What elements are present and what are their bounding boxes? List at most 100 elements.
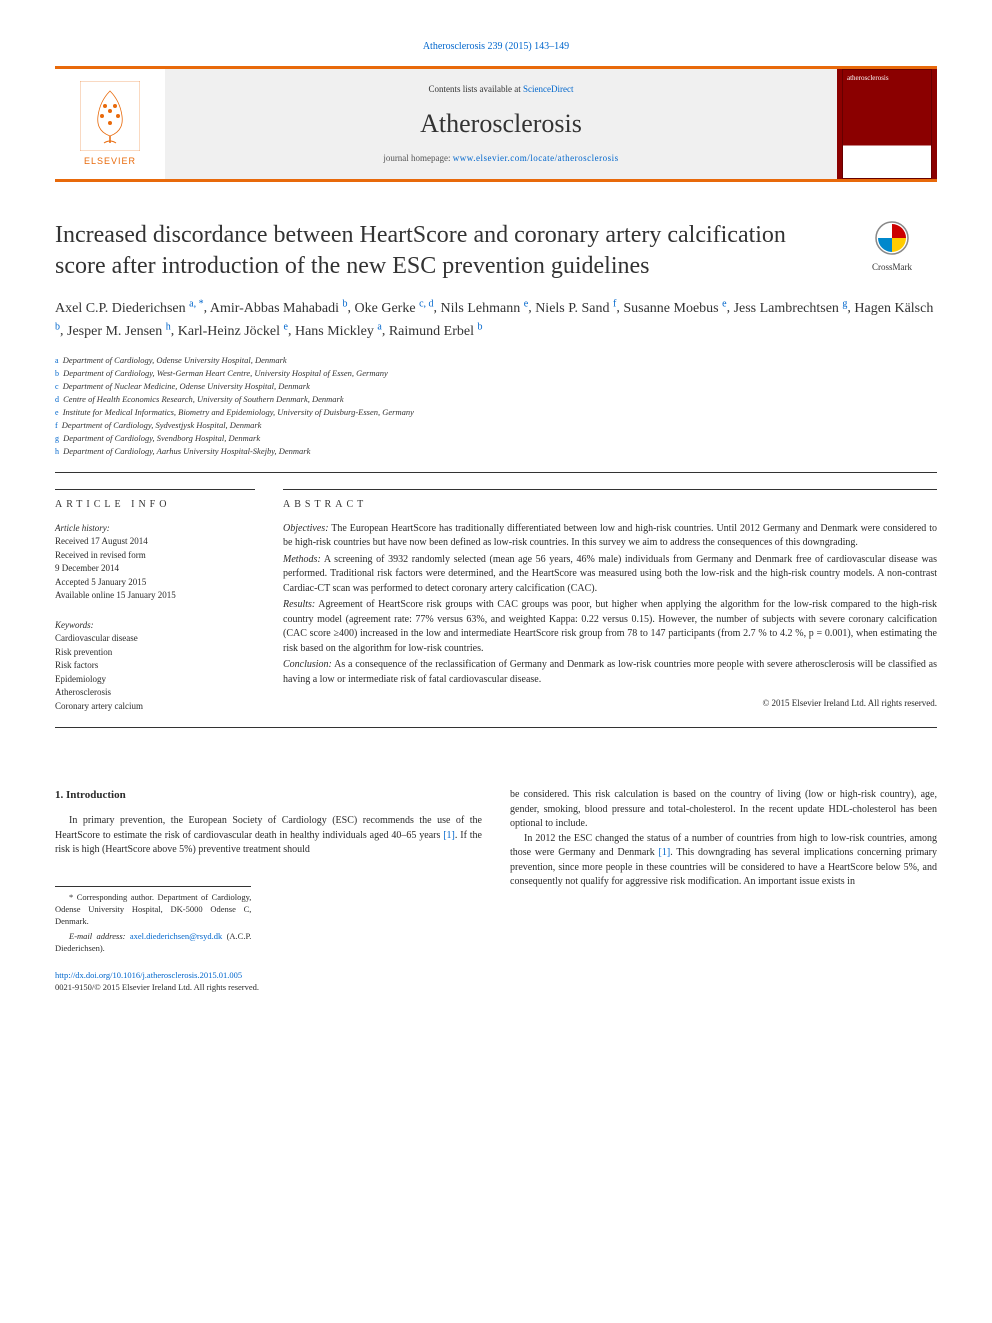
article-info-label: ARTICLE INFO: [55, 498, 255, 512]
affiliation: h Department of Cardiology, Aarhus Unive…: [55, 445, 937, 458]
cover-thumb-cell: atherosclerosis: [837, 69, 937, 179]
author-affil-sup[interactable]: b: [55, 321, 60, 332]
crossmark-badge[interactable]: CrossMark: [847, 220, 937, 282]
author: Jess Lambrechtsen g: [734, 301, 848, 316]
conclusion-text: As a consequence of the reclassification…: [283, 659, 937, 685]
journal-homepage-link[interactable]: www.elsevier.com/locate/atherosclerosis: [453, 153, 619, 163]
author: Karl-Heinz Jöckel e: [178, 324, 288, 339]
keywords-head: Keywords:: [55, 619, 255, 633]
ref-link[interactable]: [1]: [659, 847, 671, 858]
abstract-body: Objectives: The European HeartScore has …: [283, 522, 937, 711]
contents-line: Contents lists available at ScienceDirec…: [429, 83, 574, 96]
article-title: Increased discordance between HeartScore…: [55, 220, 827, 282]
history-head: Article history:: [55, 522, 255, 536]
author-affil-sup[interactable]: b: [343, 298, 348, 309]
results-text: Agreement of HeartScore risk groups with…: [283, 599, 937, 654]
author-list: Axel C.P. Diederichsen a, *, Amir-Abbas …: [55, 296, 937, 341]
crossmark-label: CrossMark: [847, 261, 937, 274]
keyword: Cardiovascular disease: [55, 632, 255, 646]
sciencedirect-link[interactable]: ScienceDirect: [523, 84, 573, 94]
ref-link[interactable]: [1]: [443, 830, 455, 841]
keyword: Coronary artery calcium: [55, 700, 255, 714]
intro-right-column: be considered. This risk calculation is …: [510, 788, 937, 956]
journal-cover-thumb[interactable]: atherosclerosis: [842, 69, 932, 179]
history-line: Available online 15 January 2015: [55, 589, 255, 603]
divider: [55, 727, 937, 728]
methods-text: A screening of 3932 randomly selected (m…: [283, 554, 937, 594]
publisher-logo-cell: ELSEVIER: [55, 69, 165, 179]
abstract-label: ABSTRACT: [283, 498, 937, 512]
divider: [55, 472, 937, 473]
journal-reference[interactable]: Atherosclerosis 239 (2015) 143–149: [55, 40, 937, 54]
affiliation: d Centre of Health Economics Research, U…: [55, 393, 937, 406]
author: Jesper M. Jensen h: [67, 324, 171, 339]
author-affil-sup[interactable]: e: [524, 298, 528, 309]
masthead-center: Contents lists available at ScienceDirec…: [165, 69, 837, 179]
author-affil-sup[interactable]: e: [284, 321, 288, 332]
journal-name: Atherosclerosis: [420, 106, 582, 142]
author: Axel C.P. Diederichsen a, *: [55, 301, 204, 316]
elsevier-tree-icon: [80, 81, 140, 151]
contents-prefix: Contents lists available at: [429, 84, 523, 94]
history-line: Accepted 5 January 2015: [55, 576, 255, 590]
masthead: ELSEVIER Contents lists available at Sci…: [55, 66, 937, 182]
affiliation: b Department of Cardiology, West-German …: [55, 367, 937, 380]
crossmark-icon: [874, 220, 910, 256]
doi-line: http://dx.doi.org/10.1016/j.atherosclero…: [55, 970, 937, 982]
affiliation: e Institute for Medical Informatics, Bio…: [55, 406, 937, 419]
author-affil-sup[interactable]: b: [478, 321, 483, 332]
intro-para-left: In primary prevention, the European Soci…: [55, 814, 482, 858]
issn-copyright: 0021-9150/© 2015 Elsevier Ireland Ltd. A…: [55, 982, 937, 994]
correspondence-footnote: * Corresponding author. Department of Ca…: [55, 886, 251, 955]
author-email-link[interactable]: axel.diederichsen@rsyd.dk: [130, 931, 222, 941]
keyword: Epidemiology: [55, 673, 255, 687]
author-affil-sup[interactable]: f: [613, 298, 616, 309]
methods-label: Methods:: [283, 554, 321, 565]
abstract-column: ABSTRACT Objectives: The European HeartS…: [283, 489, 937, 714]
article-history: Article history: Received 17 August 2014…: [55, 522, 255, 603]
intro-para-right-2: In 2012 the ESC changed the status of a …: [510, 832, 937, 890]
introduction-section: 1. Introduction In primary prevention, t…: [55, 788, 937, 956]
elsevier-logo[interactable]: ELSEVIER: [65, 74, 155, 174]
affiliation: a Department of Cardiology, Odense Unive…: [55, 354, 937, 367]
intro-para-right-1: be considered. This risk calculation is …: [510, 788, 937, 832]
cover-title: atherosclerosis: [843, 70, 931, 88]
author-affil-sup[interactable]: a: [377, 321, 381, 332]
author: Hans Mickley a: [295, 324, 382, 339]
keyword: Risk prevention: [55, 646, 255, 660]
intro-heading: 1. Introduction: [55, 788, 482, 804]
results-label: Results:: [283, 599, 315, 610]
keyword: Atherosclerosis: [55, 686, 255, 700]
doi-link[interactable]: http://dx.doi.org/10.1016/j.atherosclero…: [55, 970, 242, 980]
keyword: Risk factors: [55, 659, 255, 673]
affiliation: c Department of Nuclear Medicine, Odense…: [55, 380, 937, 393]
abstract-copyright: © 2015 Elsevier Ireland Ltd. All rights …: [283, 697, 937, 710]
email-label: E-mail address:: [69, 931, 125, 941]
affiliation: g Department of Cardiology, Svendborg Ho…: [55, 432, 937, 445]
keywords-block: Keywords: Cardiovascular diseaseRisk pre…: [55, 619, 255, 714]
conclusion-label: Conclusion:: [283, 659, 332, 670]
affiliation-list: a Department of Cardiology, Odense Unive…: [55, 354, 937, 458]
corresponding-author: * Corresponding author. Department of Ca…: [55, 891, 251, 928]
author-affil-sup[interactable]: h: [166, 321, 171, 332]
article-info-column: ARTICLE INFO Article history: Received 1…: [55, 489, 255, 714]
objectives-label: Objectives:: [283, 523, 329, 534]
publisher-label: ELSEVIER: [84, 155, 136, 168]
author-affil-sup[interactable]: g: [842, 298, 847, 309]
intro-left-column: 1. Introduction In primary prevention, t…: [55, 788, 482, 956]
history-line: 9 December 2014: [55, 562, 255, 576]
homepage-line: journal homepage: www.elsevier.com/locat…: [383, 152, 618, 165]
author: Oke Gerke c, d: [355, 301, 434, 316]
author: Nils Lehmann e: [441, 301, 529, 316]
author-affil-sup[interactable]: e: [722, 298, 726, 309]
author: Susanne Moebus e: [623, 301, 726, 316]
author-affil-sup[interactable]: a, *: [189, 298, 203, 309]
author: Raimund Erbel b: [389, 324, 483, 339]
author: Niels P. Sand f: [535, 301, 616, 316]
author: Amir-Abbas Mahabadi b: [210, 301, 348, 316]
author-affil-sup[interactable]: c, d: [419, 298, 433, 309]
history-line: Received in revised form: [55, 549, 255, 563]
history-line: Received 17 August 2014: [55, 535, 255, 549]
objectives-text: The European HeartScore has traditionall…: [283, 523, 937, 549]
affiliation: f Department of Cardiology, Sydvestjysk …: [55, 419, 937, 432]
